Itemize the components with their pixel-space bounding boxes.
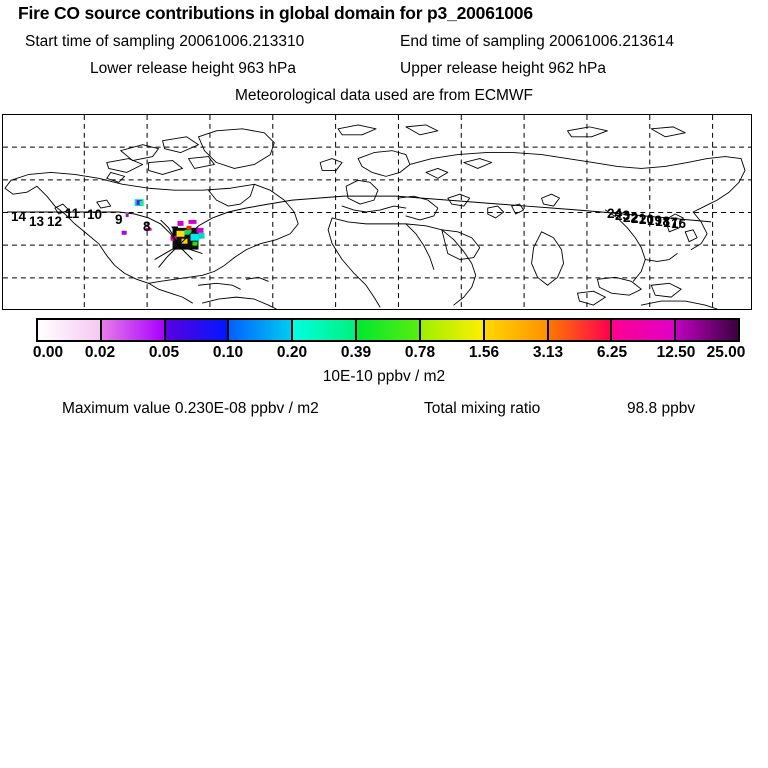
page-title: Fire CO source contributions in global d… xyxy=(18,3,533,23)
trajectory-path xyxy=(6,195,712,268)
colorbar-segment-8 xyxy=(548,320,613,340)
maximum-value-label: Maximum value 0.230E-08 ppbv / m2 xyxy=(62,400,319,417)
plume-cell-5 xyxy=(121,230,127,235)
trajectory-label-10: 10 xyxy=(87,207,103,222)
total-mixing-ratio-value: 98.8 ppbv xyxy=(627,400,696,417)
trajectory-label-8: 8 xyxy=(143,219,151,234)
colorbar-segment-3 xyxy=(229,320,294,340)
met-data-label: Meteorological data used are from ECMWF xyxy=(234,87,534,104)
trajectory-label-9: 9 xyxy=(115,212,123,227)
plume-cell-0 xyxy=(177,220,184,226)
trajectory-label-23: 23 xyxy=(615,208,631,223)
colorbar-tick-8: 3.13 xyxy=(532,344,564,361)
plume-cell-10 xyxy=(184,229,192,235)
plume-cell-13 xyxy=(196,227,204,233)
trajectory-label-16: 16 xyxy=(671,216,687,231)
lower-release-height-label: Lower release height 963 hPa xyxy=(90,60,296,77)
colorbar-segment-0 xyxy=(38,320,102,340)
colorbar-tick-labels: 0.00 0.02 0.05 0.10 0.20 0.39 0.78 1.56 3.13 6.25… xyxy=(0,344,768,364)
plume-cell-4 xyxy=(139,201,144,206)
colorbar-tick-0: 0.00 xyxy=(32,344,64,361)
map-gridlines xyxy=(3,115,751,309)
end-time-label: End time of sampling 20061006.213614 xyxy=(400,33,675,50)
plume-cell-12 xyxy=(198,232,205,239)
colorbar-tick-7: 1.56 xyxy=(468,344,500,361)
colorbar xyxy=(0,318,768,344)
plume-cell-7 xyxy=(125,213,129,217)
trajectory-label-7: 7 xyxy=(171,224,179,239)
colorbar-segment-4 xyxy=(293,320,358,340)
plume-cell-3 xyxy=(136,200,142,206)
colorbar-segment-6 xyxy=(420,320,485,340)
plume-cell-17 xyxy=(192,241,198,246)
colorbar-segment-7 xyxy=(484,320,549,340)
trajectory-label-21: 21 xyxy=(631,211,647,226)
upper-release-height-label: Upper release height 962 hPa xyxy=(400,60,606,77)
colorbar-segment-1 xyxy=(101,320,166,340)
trajectory-label-13: 13 xyxy=(29,214,45,229)
trajectory-label-24: 24 xyxy=(607,206,623,221)
start-time-label: Start time of sampling 20061006.213310 xyxy=(25,33,305,50)
map-canvas: 14 13 12 11 10 9 8 7 24 23 22 21 20 19 18 17 16 xyxy=(3,115,751,309)
plume-cell-6 xyxy=(145,227,152,231)
colorbar-tick-11: 25.00 xyxy=(706,344,746,361)
trajectory-label-14: 14 xyxy=(11,209,27,224)
colorbar-segment-5 xyxy=(357,320,421,340)
trajectory-label-18: 18 xyxy=(655,214,671,229)
colorbar-tick-5: 0.39 xyxy=(340,344,372,361)
total-mixing-ratio-label: Total mixing ratio xyxy=(424,400,541,417)
colorbar-tick-1: 0.02 xyxy=(84,344,116,361)
trajectory-label-12: 12 xyxy=(47,214,63,229)
plume-cell-1 xyxy=(188,219,197,224)
colorbar-segment-2 xyxy=(165,320,230,340)
colorbar-segment-9 xyxy=(612,320,677,340)
colorbar-gradient xyxy=(36,318,740,342)
map-panel: 14 13 12 11 10 9 8 7 24 23 22 21 20 19 18 17 16 xyxy=(2,114,752,310)
colorbar-tick-9: 6.25 xyxy=(596,344,628,361)
colorbar-tick-2: 0.05 xyxy=(148,344,180,361)
plume-cell-11 xyxy=(190,233,200,241)
colorbar-tick-4: 0.20 xyxy=(276,344,308,361)
map-coastlines xyxy=(4,124,746,309)
trajectory-label-17: 17 xyxy=(663,215,679,230)
trajectory-label-22: 22 xyxy=(623,210,639,225)
trajectory-label-11: 11 xyxy=(65,206,80,221)
plume-cell-9 xyxy=(176,230,185,237)
colorbar-tick-10: 12.50 xyxy=(656,344,696,361)
trajectory-label-20: 20 xyxy=(639,212,655,227)
plume-cell-16 xyxy=(186,225,192,230)
colorbar-tick-3: 0.10 xyxy=(212,344,244,361)
trajectory-label-19: 19 xyxy=(647,213,663,228)
colorbar-unit-label: 10E-10 ppbv / m2 xyxy=(322,368,446,385)
plume-cell-14 xyxy=(181,238,188,244)
colorbar-segment-10 xyxy=(676,320,738,340)
colorbar-tick-6: 0.78 xyxy=(404,344,436,361)
